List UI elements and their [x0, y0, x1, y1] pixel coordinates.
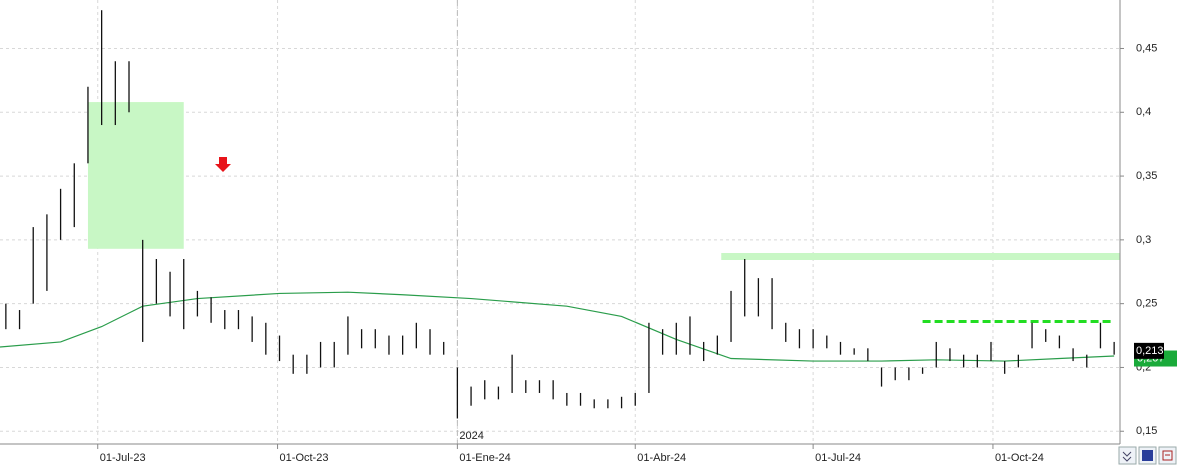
y-tick-label: 0,45	[1136, 42, 1157, 54]
annotation-layer	[87, 102, 1120, 324]
save-icon	[1142, 450, 1153, 461]
x-tick-label: 01-Abr-24	[637, 452, 686, 464]
year-label: 2024	[459, 430, 483, 442]
x-tick-label: 01-Jul-23	[100, 452, 146, 464]
x-tick-label: 01-Ene-24	[459, 452, 510, 464]
y-tick-label: 0,15	[1136, 425, 1157, 437]
data-layer	[0, 10, 1115, 419]
x-tick-label: 01-Oct-23	[280, 452, 329, 464]
collapse-icon	[1122, 451, 1132, 462]
y-tick-label: 0,25	[1136, 298, 1157, 310]
x-tick-label: 01-Jul-24	[815, 452, 861, 464]
zone	[87, 102, 184, 249]
last-price-label: 0,213	[1136, 345, 1164, 357]
last-price-tag	[1134, 342, 1164, 359]
toolbar	[1118, 446, 1177, 465]
y-tick-label: 0,4	[1136, 106, 1151, 118]
y-tick-label: 0,3	[1136, 234, 1151, 246]
down-arrow	[215, 157, 231, 172]
x-tick-label: 01-Oct-24	[995, 452, 1044, 464]
zoom-icon	[1162, 450, 1173, 461]
y-tick-label: 0,35	[1136, 170, 1157, 182]
